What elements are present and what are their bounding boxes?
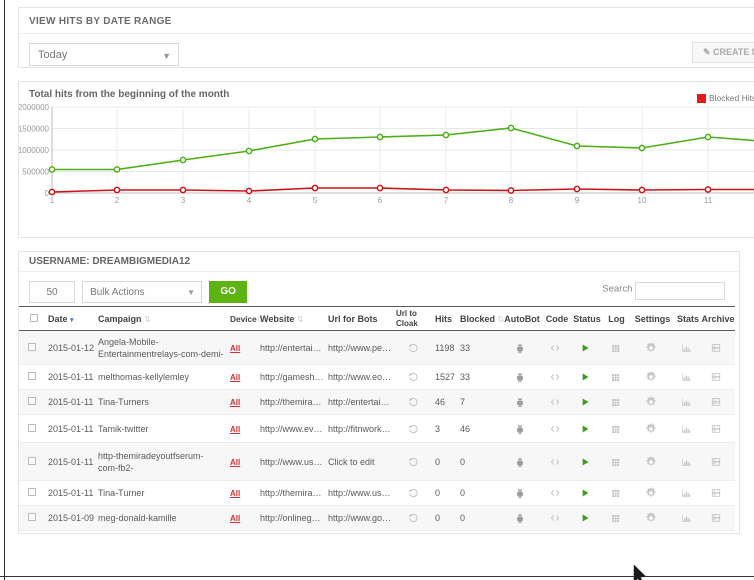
svg-text:6: 6 <box>378 196 383 205</box>
svg-text:2000000: 2000000 <box>19 103 50 112</box>
svg-text:3: 3 <box>181 196 186 205</box>
svg-text:500000: 500000 <box>22 168 49 177</box>
svg-text:9: 9 <box>575 196 580 205</box>
svg-text:11: 11 <box>704 196 713 205</box>
svg-text:2: 2 <box>115 196 120 205</box>
svg-text:8: 8 <box>509 196 514 205</box>
svg-text:5: 5 <box>313 196 318 205</box>
svg-text:1500000: 1500000 <box>19 125 50 134</box>
svg-text:10: 10 <box>638 196 647 205</box>
svg-text:1000000: 1000000 <box>19 146 50 155</box>
svg-text:4: 4 <box>247 196 252 205</box>
svg-text:7: 7 <box>444 196 449 205</box>
svg-text:1: 1 <box>50 196 55 205</box>
